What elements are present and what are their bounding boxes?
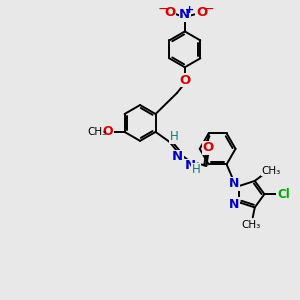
Text: N: N <box>229 198 239 211</box>
Text: O: O <box>102 125 113 138</box>
Text: CH₃: CH₃ <box>241 220 260 230</box>
Text: O: O <box>164 6 175 19</box>
Text: H: H <box>170 130 179 143</box>
Text: O: O <box>202 141 214 154</box>
Text: O: O <box>196 6 207 19</box>
Text: Cl: Cl <box>277 188 290 201</box>
Text: N: N <box>172 150 183 163</box>
Text: N: N <box>185 159 196 172</box>
Text: N: N <box>179 8 190 21</box>
Text: CH₃: CH₃ <box>87 127 106 137</box>
Text: +: + <box>185 4 194 15</box>
Text: H: H <box>192 163 201 176</box>
Text: CH₃: CH₃ <box>261 166 280 176</box>
Text: −: − <box>203 2 214 16</box>
Text: O: O <box>179 74 190 87</box>
Text: −: − <box>157 2 169 16</box>
Text: N: N <box>229 178 239 190</box>
